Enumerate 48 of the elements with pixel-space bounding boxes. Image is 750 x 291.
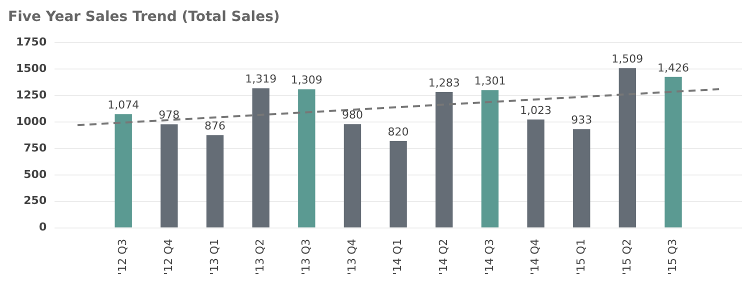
y-tick-label: 750: [24, 141, 47, 154]
bar: [252, 88, 270, 228]
data-label: 1,509: [612, 52, 644, 66]
data-label: 1,309: [290, 74, 322, 87]
x-tick-label: '14 Q4: [528, 238, 542, 276]
y-tick-label: 1750: [16, 35, 47, 48]
x-tick-label: '14 Q2: [436, 238, 450, 276]
chart-title: Five Year Sales Trend (Total Sales): [8, 8, 281, 26]
x-tick-label: '13 Q4: [345, 238, 358, 276]
y-tick-label: 1500: [16, 62, 47, 75]
y-tick-label: 1250: [16, 88, 47, 102]
bar: [481, 90, 499, 228]
bar: [436, 92, 453, 228]
bar: [344, 124, 362, 228]
bar: [527, 120, 544, 228]
data-label: 978: [158, 108, 180, 122]
bar: [298, 89, 316, 228]
bar: [114, 114, 132, 228]
data-label: 1,319: [245, 72, 277, 86]
bar: [573, 129, 590, 228]
y-tick-label: 250: [24, 194, 47, 208]
data-label: 876: [204, 119, 226, 132]
x-tick-label: '12 Q4: [162, 238, 176, 276]
y-tick-label: 1000: [16, 114, 47, 128]
x-tick-label: '13 Q3: [300, 238, 313, 276]
data-label: 980: [342, 108, 363, 122]
x-tick-label: '14 Q3: [482, 238, 496, 276]
data-label: 1,023: [520, 104, 552, 117]
data-label: 1,074: [108, 98, 140, 112]
x-tick-label: '15 Q1: [574, 238, 588, 276]
x-tick-label: '15 Q3: [666, 238, 680, 276]
data-label: 1,426: [658, 61, 690, 74]
bar: [160, 124, 178, 228]
x-tick-label: '14 Q1: [391, 238, 404, 276]
x-tick-label: '15 Q2: [620, 238, 634, 276]
y-tick-label: 0: [38, 220, 47, 234]
data-label: 1,283: [428, 76, 460, 90]
x-tick-label: '13 Q2: [254, 238, 267, 276]
bar: [390, 141, 407, 228]
bar: [206, 135, 224, 228]
data-label: 820: [388, 125, 409, 138]
bar: [664, 76, 682, 228]
x-tick-label: '12 Q3: [116, 238, 130, 276]
y-tick-label: 500: [24, 168, 47, 181]
data-label: 933: [571, 113, 592, 126]
data-label: 1,301: [474, 74, 506, 88]
bar: [618, 68, 636, 228]
x-tick-label: '13 Q1: [208, 238, 221, 276]
